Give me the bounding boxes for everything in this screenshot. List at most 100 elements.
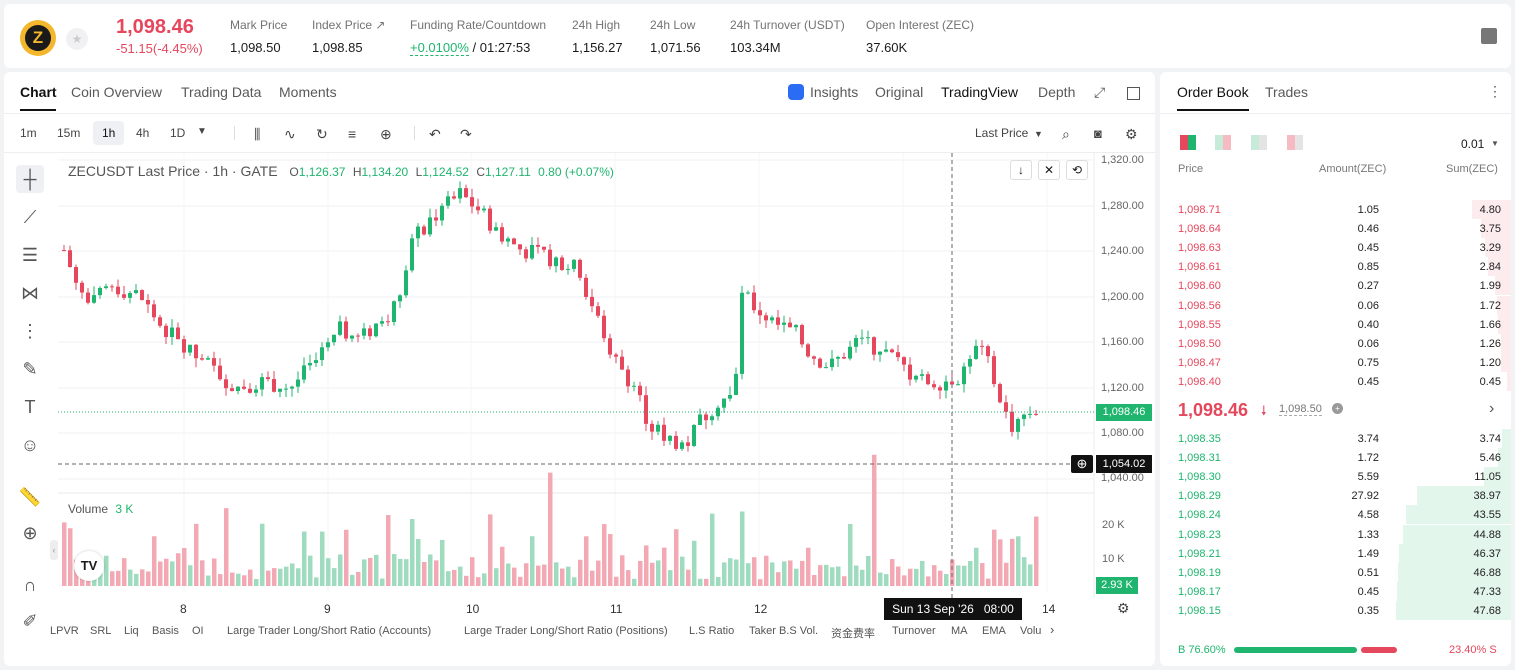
ask-row[interactable]: 1,098.64 0.46 3.75 (1164, 219, 1511, 239)
settings-list-icon[interactable]: ≡ (348, 126, 357, 142)
indicator-3[interactable]: Basis (152, 625, 179, 637)
tab-order-book[interactable]: Order Book (1177, 84, 1249, 100)
camera-icon[interactable]: ◙ (1094, 126, 1102, 141)
add-indicator-icon[interactable]: ⊕ (380, 126, 392, 142)
add-alert-icon[interactable]: ⊕ (1071, 455, 1093, 473)
indicator-2[interactable]: Liq (124, 625, 139, 637)
fib-tool-icon[interactable]: ⋮ (21, 320, 39, 341)
tab-trades[interactable]: Trades (1265, 84, 1309, 100)
emoji-tool-icon[interactable]: ☺ (20, 434, 40, 455)
indicator-11[interactable]: MA (951, 625, 968, 637)
cycle-icon[interactable]: ⟲ (1066, 160, 1088, 180)
bid-row[interactable]: 1,098.30 5.59 11.05 (1164, 467, 1511, 487)
ask-row[interactable]: 1,098.71 1.05 4.80 (1164, 200, 1511, 219)
search-icon[interactable]: ⌕ (1062, 126, 1070, 142)
gear-icon[interactable]: ⚙ (1125, 126, 1138, 142)
book-view-icon[interactable] (1215, 135, 1231, 150)
interval-1h[interactable]: 1h (93, 121, 125, 145)
candle-type-icon[interactable]: ⫼ (254, 126, 261, 142)
tab-chart[interactable]: Chart (20, 84, 57, 100)
chevron-right-icon[interactable]: › (1489, 400, 1495, 417)
ask-row[interactable]: 1,098.55 0.40 1.66 (1164, 314, 1511, 334)
indicator-8[interactable]: Taker B.S Vol. (749, 625, 819, 637)
zoom-in-icon[interactable]: ⊕ (22, 522, 38, 543)
indicator-10[interactable]: Turnover (892, 625, 936, 637)
redo-icon[interactable]: ↷ (460, 126, 472, 142)
indicator-9[interactable]: 资金费率 (831, 628, 875, 640)
price-chart[interactable] (58, 153, 1158, 598)
interval-1D[interactable]: 1D (170, 126, 186, 140)
ask-row[interactable]: 1,098.40 0.45 0.45 (1164, 371, 1511, 391)
crosshair-tool-icon[interactable]: ┼ (16, 165, 44, 193)
more-icon[interactable]: ⋮ (1488, 83, 1502, 99)
tab-tradingview[interactable]: TradingView (941, 84, 1019, 100)
candle (590, 296, 594, 307)
bid-row[interactable]: 1,098.23 1.33 44.88 (1164, 524, 1511, 544)
tab-coin-overview[interactable]: Coin Overview (71, 84, 163, 100)
ask-row[interactable]: 1,098.63 0.45 3.29 (1164, 238, 1511, 258)
brush-tool-icon[interactable]: ✎ (22, 358, 38, 379)
horizontal-lines-icon[interactable]: ☰ (21, 244, 39, 265)
bid-row[interactable]: 1,098.24 4.58 43.55 (1164, 505, 1511, 525)
indicator-7[interactable]: L.S Ratio (689, 625, 735, 637)
ask-row[interactable]: 1,098.47 0.75 1.20 (1164, 352, 1511, 372)
ask-row[interactable]: 1,098.60 0.27 1.99 (1164, 276, 1511, 296)
tab-trading-data[interactable]: Trading Data (181, 84, 262, 100)
indicator-1[interactable]: SRL (90, 625, 112, 637)
ask-row[interactable]: 1,098.56 0.06 1.72 (1164, 295, 1511, 315)
indicator-6[interactable]: Large Trader Long/Short Ratio (Positions… (464, 625, 668, 637)
indicator-4[interactable]: OI (192, 625, 204, 637)
candle (236, 386, 240, 392)
indicator-13[interactable]: Volu (1020, 625, 1042, 637)
stat-index-price[interactable]: Index Price ↗ 1,098.85 (312, 18, 386, 55)
book-view-both-icon[interactable] (1180, 135, 1196, 150)
book-view-bids-icon[interactable] (1251, 135, 1267, 150)
magnet-icon[interactable]: ∩ (23, 574, 37, 595)
tab-moments[interactable]: Moments (279, 84, 337, 100)
volume-bar (482, 573, 487, 586)
indicator-12[interactable]: EMA (982, 625, 1006, 637)
indicator-0[interactable]: LPVR (50, 625, 79, 637)
candle (554, 257, 558, 267)
indicators-icon[interactable]: ∿ (284, 126, 296, 142)
last-price-dropdown[interactable]: Last Price (975, 126, 1029, 140)
interval-dropdown-icon[interactable]: ▼ (197, 126, 207, 137)
trend-line-icon[interactable]: ⟋ (23, 206, 37, 227)
ask-row[interactable]: 1,098.50 0.06 1.26 (1164, 333, 1511, 353)
refresh-icon[interactable]: ↻ (316, 126, 328, 142)
pencil-icon[interactable]: ✐ (22, 610, 38, 631)
bid-row[interactable]: 1,098.17 0.45 47.33 (1164, 581, 1511, 601)
scroll-down-icon[interactable]: ↓ (1010, 160, 1032, 180)
ask-row[interactable]: 1,098.61 0.85 2.84 (1164, 257, 1511, 277)
ruler-icon[interactable]: 📏 (18, 486, 42, 507)
interval-4h[interactable]: 4h (136, 126, 150, 140)
bid-row[interactable]: 1,098.15 0.35 47.68 (1164, 600, 1511, 620)
volume-bar (656, 560, 661, 586)
bid-row[interactable]: 1,098.31 1.72 5.46 (1164, 448, 1511, 468)
notes-icon[interactable] (1481, 28, 1497, 44)
expand-icon[interactable]: ⤢ (1094, 84, 1106, 100)
axis-settings-icon[interactable]: ⚙ (1117, 600, 1130, 616)
fullscreen-icon[interactable] (1127, 87, 1140, 100)
bid-row[interactable]: 1,098.35 3.74 3.74 (1164, 429, 1511, 448)
candle (68, 250, 72, 268)
book-view-asks-icon[interactable] (1287, 135, 1303, 150)
tab-insights[interactable]: Insights (810, 84, 859, 100)
precision-select[interactable]: 0.01 (1461, 137, 1485, 151)
bid-row[interactable]: 1,098.21 1.49 46.37 (1164, 543, 1511, 563)
indicator-5[interactable]: Large Trader Long/Short Ratio (Accounts) (227, 625, 432, 637)
favorite-star-icon[interactable]: ★ (66, 28, 88, 50)
collapse-icon[interactable]: ✕ (1038, 160, 1060, 180)
interval-15m[interactable]: 15m (57, 126, 81, 140)
interval-1m[interactable]: 1m (20, 126, 37, 140)
pattern-tool-icon[interactable]: ⋈ (21, 282, 39, 303)
orderbook-mark-price: 1,098.50 (1279, 403, 1322, 416)
collapse-toolbar-icon[interactable]: ‹ (50, 540, 58, 560)
text-tool-icon[interactable]: T (24, 396, 36, 417)
tab-original[interactable]: Original (875, 84, 924, 100)
undo-icon[interactable]: ↶ (429, 126, 441, 142)
chevron-right-icon[interactable]: › (1050, 622, 1055, 637)
tab-depth[interactable]: Depth (1038, 84, 1076, 100)
bid-row[interactable]: 1,098.19 0.51 46.88 (1164, 562, 1511, 582)
bid-row[interactable]: 1,098.29 27.92 38.97 (1164, 486, 1511, 506)
